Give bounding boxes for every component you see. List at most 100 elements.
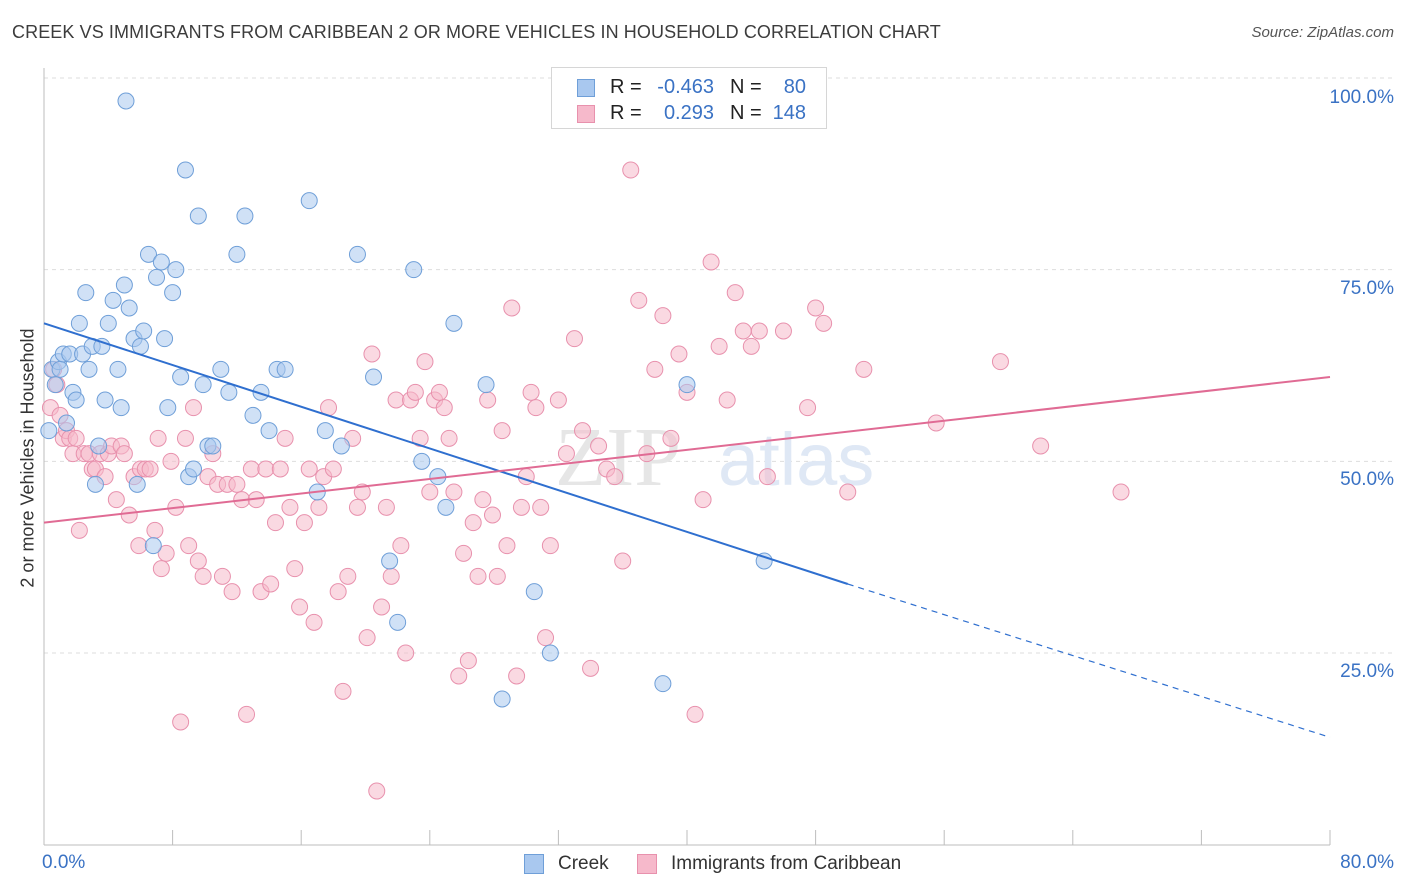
caribbean-point-103[interactable] [508, 667, 526, 685]
creek-point-33[interactable] [156, 330, 174, 348]
creek-point-58[interactable] [348, 245, 366, 263]
creek-point-48[interactable] [236, 207, 254, 225]
caribbean-point-70[interactable] [348, 498, 366, 516]
creek-point-31[interactable] [148, 268, 166, 286]
creek-point-49[interactable] [244, 406, 262, 424]
caribbean-point-45[interactable] [228, 475, 246, 493]
creek-point-57[interactable] [332, 437, 350, 455]
creek-point-24[interactable] [120, 299, 138, 317]
creek-point-71[interactable] [654, 675, 672, 693]
creek-point-62[interactable] [405, 261, 423, 279]
creek-point-65[interactable] [437, 498, 455, 516]
creek-point-59[interactable] [365, 368, 383, 386]
caribbean-point-52[interactable] [262, 575, 280, 593]
creek-point-26[interactable] [128, 475, 146, 493]
creek-point-10[interactable] [70, 314, 88, 332]
creek-point-63[interactable] [413, 452, 431, 470]
caribbean-point-147[interactable] [1112, 483, 1130, 501]
caribbean-point-141[interactable] [815, 314, 833, 332]
caribbean-point-66[interactable] [329, 583, 347, 601]
creek-point-29[interactable] [139, 245, 157, 263]
caribbean-point-82[interactable] [406, 383, 424, 401]
caribbean-point-134[interactable] [734, 322, 752, 340]
caribbean-point-30[interactable] [157, 544, 175, 562]
creek-point-40[interactable] [184, 460, 202, 478]
caribbean-point-113[interactable] [565, 330, 583, 348]
creek-point-73[interactable] [755, 552, 773, 570]
caribbean-point-137[interactable] [758, 468, 776, 486]
caribbean-point-116[interactable] [590, 437, 608, 455]
creek-point-30[interactable] [144, 537, 162, 555]
caribbean-point-80[interactable] [397, 644, 415, 662]
caribbean-point-74[interactable] [368, 782, 386, 800]
creek-point-74[interactable] [117, 92, 135, 110]
caribbean-point-87[interactable] [430, 383, 448, 401]
caribbean-point-99[interactable] [488, 567, 506, 585]
caribbean-point-20[interactable] [115, 445, 133, 463]
caribbean-point-29[interactable] [152, 560, 170, 578]
caribbean-point-37[interactable] [189, 552, 207, 570]
caribbean-point-133[interactable] [726, 284, 744, 302]
creek-point-21[interactable] [109, 360, 127, 378]
caribbean-point-132[interactable] [718, 391, 736, 409]
creek-point-50[interactable] [252, 383, 270, 401]
caribbean-point-119[interactable] [614, 552, 632, 570]
caribbean-point-95[interactable] [469, 567, 487, 585]
caribbean-point-101[interactable] [498, 537, 516, 555]
caribbean-point-79[interactable] [392, 537, 410, 555]
creek-point-0[interactable] [40, 422, 58, 440]
creek-point-68[interactable] [493, 690, 511, 708]
caribbean-point-102[interactable] [503, 299, 521, 317]
creek-point-56[interactable] [316, 422, 334, 440]
caribbean-point-42[interactable] [213, 567, 231, 585]
caribbean-point-146[interactable] [1032, 437, 1050, 455]
creek-point-28[interactable] [135, 322, 153, 340]
caribbean-point-21[interactable] [120, 506, 138, 524]
caribbean-point-23[interactable] [130, 537, 148, 555]
caribbean-point-67[interactable] [334, 682, 352, 700]
creek-point-46[interactable] [220, 383, 238, 401]
caribbean-point-123[interactable] [646, 360, 664, 378]
caribbean-point-91[interactable] [450, 667, 468, 685]
caribbean-point-139[interactable] [799, 399, 817, 417]
caribbean-point-72[interactable] [358, 629, 376, 647]
caribbean-point-98[interactable] [483, 506, 501, 524]
caribbean-point-56[interactable] [281, 498, 299, 516]
caribbean-point-143[interactable] [855, 360, 873, 378]
creek-point-38[interactable] [176, 161, 194, 179]
caribbean-point-107[interactable] [527, 399, 545, 417]
creek-point-23[interactable] [115, 276, 133, 294]
creek-point-36[interactable] [167, 261, 185, 279]
caribbean-point-36[interactable] [184, 399, 202, 417]
caribbean-point-84[interactable] [416, 353, 434, 371]
creek-point-61[interactable] [389, 613, 407, 631]
caribbean-point-51[interactable] [257, 460, 275, 478]
caribbean-point-135[interactable] [742, 337, 760, 355]
creek-point-51[interactable] [260, 422, 278, 440]
caribbean-point-131[interactable] [710, 337, 728, 355]
caribbean-point-110[interactable] [541, 537, 559, 555]
caribbean-point-65[interactable] [324, 460, 342, 478]
caribbean-point-57[interactable] [286, 560, 304, 578]
caribbean-point-26[interactable] [141, 460, 159, 478]
caribbean-point-68[interactable] [339, 567, 357, 585]
caribbean-point-8[interactable] [67, 429, 85, 447]
creek-point-19[interactable] [99, 314, 117, 332]
creek-point-54[interactable] [300, 192, 318, 210]
caribbean-point-130[interactable] [702, 253, 720, 271]
caribbean-point-128[interactable] [686, 705, 704, 723]
creek-point-32[interactable] [152, 253, 170, 271]
caribbean-point-138[interactable] [774, 322, 792, 340]
caribbean-point-34[interactable] [176, 429, 194, 447]
caribbean-point-142[interactable] [839, 483, 857, 501]
caribbean-point-78[interactable] [387, 391, 405, 409]
creek-point-15[interactable] [86, 475, 104, 493]
creek-point-41[interactable] [189, 207, 207, 225]
caribbean-point-104[interactable] [512, 498, 530, 516]
creek-point-13[interactable] [80, 360, 98, 378]
creek-point-53[interactable] [276, 360, 294, 378]
caribbean-point-18[interactable] [107, 491, 125, 509]
caribbean-point-28[interactable] [149, 429, 167, 447]
caribbean-point-112[interactable] [557, 445, 575, 463]
caribbean-point-33[interactable] [172, 713, 190, 731]
